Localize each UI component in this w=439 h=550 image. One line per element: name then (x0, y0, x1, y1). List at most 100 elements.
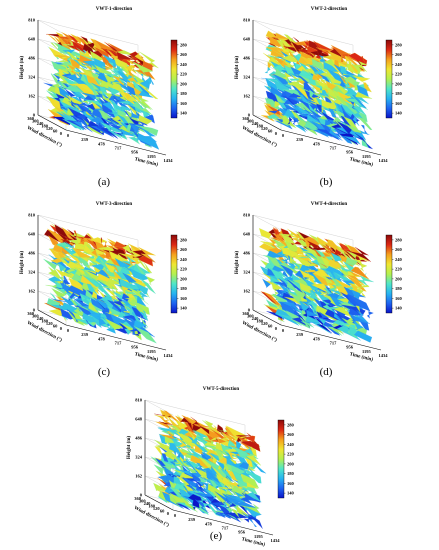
surface-facet (132, 61, 154, 76)
colorbar-tick-label: 240 (180, 62, 188, 67)
time-tick-label: 1195 (147, 154, 157, 159)
surface-facet (116, 51, 134, 60)
surface-facet (297, 313, 310, 328)
surface (260, 30, 373, 149)
axis-line (65, 129, 167, 156)
surface-facet (274, 68, 294, 84)
time-tick-label: 0 (67, 328, 70, 333)
surface-facet (316, 236, 331, 245)
grid-line (37, 214, 67, 231)
surface-facet (186, 422, 194, 432)
surface-facet (353, 75, 371, 82)
time-tick-label: 1195 (254, 534, 264, 539)
surface-facet (94, 286, 99, 295)
surface-facet (69, 58, 81, 70)
colorbar-tick-label: 160 (395, 296, 403, 301)
surface-facet (357, 275, 374, 287)
colorbar-tick-label: 240 (287, 442, 295, 447)
height-tick-label: 162 (243, 289, 251, 294)
surface-facet (239, 462, 249, 470)
surface-facet (351, 289, 360, 300)
height-tick-label: 648 (135, 417, 143, 422)
height-tick-label: 486 (243, 56, 251, 61)
chart-title: VWT-3-direction (96, 202, 133, 207)
direction-tick-label: 240 (37, 316, 45, 321)
surface (259, 227, 374, 343)
direction-tick-label: 180 (148, 504, 156, 509)
time-tick-label: 478 (313, 336, 321, 341)
height-axis-label: Height (m) (20, 56, 25, 80)
surface-facet (138, 246, 156, 263)
surface-facet (262, 278, 271, 289)
surface-facet (353, 320, 364, 330)
height-tick-label: 162 (135, 474, 143, 479)
colorbar-tick-label: 200 (395, 276, 403, 281)
surface-facet (71, 92, 84, 105)
direction-tick-label: 300 (32, 314, 39, 319)
surface-facet (60, 255, 72, 263)
surface-plot-e: VWT-5-direction0239478717956119514340601… (127, 387, 295, 548)
height-axis-label: Height (m) (235, 56, 240, 80)
direction-tick-label: 300 (247, 119, 255, 124)
colorbar-tick-label: 200 (180, 276, 188, 281)
height-tick-label: 648 (243, 37, 251, 42)
time-tick-label: 717 (330, 146, 338, 151)
surface-facet (194, 480, 210, 495)
height-tick-label: 648 (243, 232, 251, 237)
height-tick-label: 162 (243, 94, 251, 99)
grid-line (144, 399, 174, 416)
surface-facet (133, 325, 157, 344)
time-tick-label: 0 (282, 133, 285, 138)
surface-facet (359, 262, 368, 272)
panel-caption-d: (d) (319, 366, 333, 378)
surface-facet (226, 503, 237, 508)
time-tick-label: 0 (67, 133, 70, 138)
surface-facet (136, 296, 147, 307)
direction-tick-label: 180 (41, 124, 49, 129)
surface-facet (91, 82, 110, 99)
surface-facet (139, 80, 151, 90)
surface-facet (245, 454, 262, 466)
surface-facet (264, 66, 271, 74)
surface-facet (267, 250, 284, 258)
colorbar-tick-label: 220 (395, 72, 403, 77)
colorbar-tick-label: 220 (180, 72, 188, 77)
surface-facet (245, 490, 262, 503)
time-tick-label: 956 (346, 150, 354, 155)
surface-facet (288, 248, 299, 258)
surface-facet (244, 435, 256, 443)
surface-facet (361, 138, 370, 149)
direction-tick-label: 300 (247, 314, 255, 319)
colorbar (385, 234, 393, 314)
time-tick-label: 1195 (362, 154, 372, 159)
chart-title: VWT-5-direction (203, 387, 240, 392)
time-tick-label: 717 (330, 341, 338, 346)
axes (144, 400, 274, 536)
chart-panel-b: VWT-2-direction 0 239 478 717 956 1195 1434 0 60 1… (229, 0, 429, 170)
surface-facet (345, 257, 358, 267)
surface-facet (355, 255, 367, 265)
surface-facet (355, 91, 373, 99)
colorbar-tick-label: 260 (395, 247, 403, 252)
time-tick-label: 239 (81, 137, 89, 142)
surface-facet (270, 233, 284, 243)
surface-facet (340, 54, 344, 63)
surface-facet (354, 133, 373, 149)
colorbar-tick-label: 280 (287, 422, 295, 427)
surface-facet (111, 82, 126, 95)
colorbar-tick-label: 220 (180, 267, 188, 272)
surface-facet (136, 257, 148, 271)
colorbar-tick-label: 180 (287, 471, 295, 476)
panel-caption-a: (a) (97, 176, 111, 188)
direction-tick-label: 120 (153, 506, 161, 511)
surface-facet (351, 63, 363, 76)
panel-caption-c: (c) (97, 366, 111, 378)
time-axis-label: Time (min) (134, 352, 159, 363)
direction-tick-label: 120 (46, 321, 54, 326)
surface-facet (144, 262, 153, 274)
direction-tick-label: 0 (60, 131, 63, 136)
surface-facet (250, 446, 257, 458)
surface (43, 223, 157, 344)
time-tick-label: 239 (81, 332, 89, 337)
chart-panel-a: VWT-1-direction 0 239 478 717 956 1195 1434 0 60 1… (14, 0, 214, 170)
